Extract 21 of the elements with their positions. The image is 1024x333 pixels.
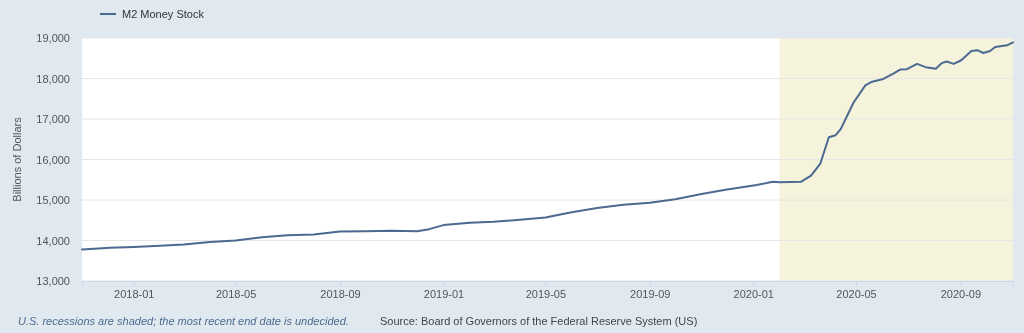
x-tick-label: 2020-09 — [940, 287, 982, 300]
source-note: Source: Board of Governors of the Federal Reserve System (US) — [380, 315, 698, 327]
y-tick-label: 17,000 — [36, 113, 70, 126]
x-tick-label: 2020-01 — [733, 287, 774, 300]
text: U.S. recessions are shaded; the most recent end date is undecided. — [18, 315, 349, 327]
x-tick-label: 2019-05 — [525, 287, 567, 300]
line-series — [81, 41, 1014, 251]
legend-label: M2 Money Stock — [122, 8, 205, 20]
x-tick-label: 2019-09 — [630, 287, 671, 300]
y-tick-label: 13,000 — [36, 275, 70, 288]
y-tick-label: 15,000 — [36, 194, 70, 207]
x-tick-label: 2018-01 — [114, 287, 155, 300]
x-tick-label: 2019-01 — [423, 287, 465, 300]
y-tick-label: 14,000 — [36, 234, 70, 247]
y-tick-label: 19,000 — [36, 32, 70, 45]
y-tick-label: 16,000 — [36, 153, 70, 166]
x-tick-label: 2020-05 — [836, 287, 877, 300]
x-tick-label: 2018-09 — [320, 287, 361, 300]
x-tick-label: 2018-05 — [215, 287, 257, 300]
y-axis-title: Billions of Dollars — [11, 116, 23, 202]
y-tick-label: 18,000 — [36, 72, 70, 85]
